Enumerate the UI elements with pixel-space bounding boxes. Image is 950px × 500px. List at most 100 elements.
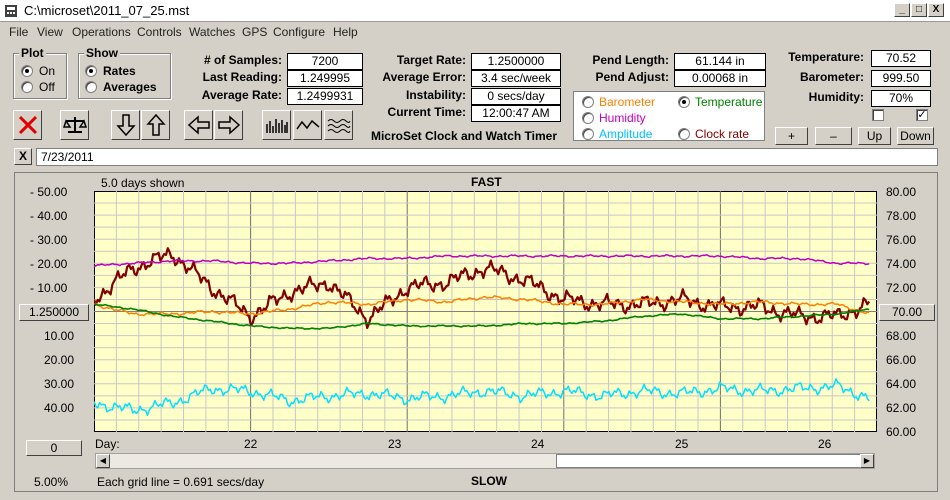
menu-operations[interactable]: Operations [72,25,131,39]
left-tick: - 50.00 [30,185,68,199]
smooth-view-button[interactable] [324,110,353,140]
series-humidity-label[interactable]: Humidity [599,111,646,125]
samples-field[interactable]: 7200 [287,53,363,70]
average-error-field[interactable]: 3.4 sec/week [471,70,561,87]
plot-off-radio[interactable] [21,81,33,93]
offset-button[interactable]: 0 [26,440,82,456]
show-rates-radio[interactable] [85,65,97,77]
plot-on-label[interactable]: On [39,64,56,78]
plot-off-label[interactable]: Off [39,80,55,94]
right-tick: 78.00 [886,209,917,223]
chart-panel [14,172,938,492]
series-amplitude-radio[interactable] [582,128,594,140]
bars-view-button[interactable] [262,110,291,140]
up-button[interactable]: Up [858,127,891,145]
right-center-button[interactable]: 70.00 [879,304,935,321]
minus-button[interactable]: – [815,127,852,145]
horizontal-scrollbar[interactable]: ◀ ▶ [95,453,875,469]
left-tick: - 20.00 [30,257,68,271]
series-temperature-radio[interactable] [678,96,690,108]
series-clockrate-radio[interactable] [678,128,690,140]
series-selector [573,91,765,141]
samples-label: # of Samples: [203,53,282,67]
temperature-field[interactable]: 70.52 [871,50,931,67]
series-barometer-label[interactable]: Barometer [599,95,656,109]
menu-help[interactable]: Help [333,25,358,39]
plot-area [94,191,877,432]
arrow-up-icon [145,113,166,136]
line-chart-icon [295,119,319,130]
right-tick: 76.00 [886,233,917,247]
series-barometer-radio[interactable] [582,96,594,108]
grid-note: Each grid line = 0.691 secs/day [97,475,265,489]
show-rates-label[interactable]: Rates [103,64,136,78]
stop-button[interactable] [13,110,42,140]
app-icon [5,5,17,17]
barometer-label: Barometer: [799,70,864,84]
humidity-field[interactable]: 70% [871,90,931,107]
checkbox-2[interactable]: ✓ [916,109,928,121]
scale-button[interactable] [60,110,89,140]
x-tick: 24 [531,437,545,451]
days-shown-label: 5.0 days shown [101,176,185,190]
average-rate-field[interactable]: 1.2499931 [287,88,363,105]
menu-file[interactable]: File [9,25,29,39]
arrow-left-icon [187,115,210,135]
left-tick: 10.00 [44,329,75,343]
menu-controls[interactable]: Controls [137,25,182,39]
title-bar: C:\microset\2011_07_25.mst _ □ X [0,0,950,22]
barometer-field[interactable]: 999.50 [871,70,931,87]
left-tick: 20.00 [44,353,75,367]
target-rate-field[interactable]: 1.2500000 [471,53,561,70]
checkbox-1[interactable] [872,109,884,121]
pend-length-field[interactable]: 61.144 in [674,53,766,70]
up-arrow-button[interactable] [141,110,170,140]
down-button[interactable]: Down [897,127,934,145]
series-temperature-label[interactable]: Temperature [695,95,763,109]
right-tick: 66.00 [886,353,917,367]
right-tick: 74.00 [886,257,917,271]
show-averages-radio[interactable] [85,81,97,93]
right-tick: 64.00 [886,377,917,391]
series-clockrate-label[interactable]: Clock rate [695,127,750,141]
series-amplitude-label[interactable]: Amplitude [599,127,653,141]
close-window-button[interactable]: X [928,3,944,17]
left-center-button[interactable]: 1.250000 [19,304,89,321]
left-tick: 30.00 [44,377,75,391]
maximize-button[interactable]: □ [911,3,927,17]
minimize-button[interactable]: _ [894,3,910,17]
pend-adjust-label: Pend Adjust: [595,70,669,84]
down-arrow-button[interactable] [111,110,140,140]
plus-button[interactable]: + [775,127,808,145]
date-field[interactable]: 7/23/2011 [36,148,938,166]
clear-date-button[interactable]: X [14,148,32,165]
current-time-field[interactable]: 12:00:47 AM [471,105,561,122]
temperature-label: Temperature: [788,50,864,64]
scroll-left-arrow[interactable]: ◀ [96,454,110,468]
current-time-label: Current Time: [387,105,466,119]
window-title: C:\microset\2011_07_25.mst [24,3,190,18]
balance-scale-icon [62,117,87,133]
last-reading-field[interactable]: 1.249995 [287,70,363,87]
menu-gps[interactable]: GPS [242,25,268,39]
left-tick: - 30.00 [30,233,68,247]
show-averages-label[interactable]: Averages [103,80,157,94]
menu-view[interactable]: View [37,25,63,39]
red-x-icon [18,115,37,135]
scroll-thumb[interactable] [556,454,861,468]
right-tick: 80.00 [886,185,917,199]
menu-configure[interactable]: Configure [273,25,326,39]
right-arrow-button[interactable] [214,110,243,140]
scroll-right-arrow[interactable]: ▶ [860,454,874,468]
x-tick: 26 [818,437,832,451]
instability-field[interactable]: 0 secs/day [471,88,561,105]
arrow-right-icon [217,115,240,135]
left-arrow-button[interactable] [184,110,213,140]
line-view-button[interactable] [293,110,322,140]
pend-adjust-field[interactable]: 0.00068 in [674,70,766,87]
humidity-label: Humidity: [808,90,864,104]
zoom-percent: 5.00% [34,475,69,489]
series-humidity-radio[interactable] [582,112,594,124]
menu-watches[interactable]: Watches [189,25,236,39]
plot-on-radio[interactable] [21,65,33,77]
